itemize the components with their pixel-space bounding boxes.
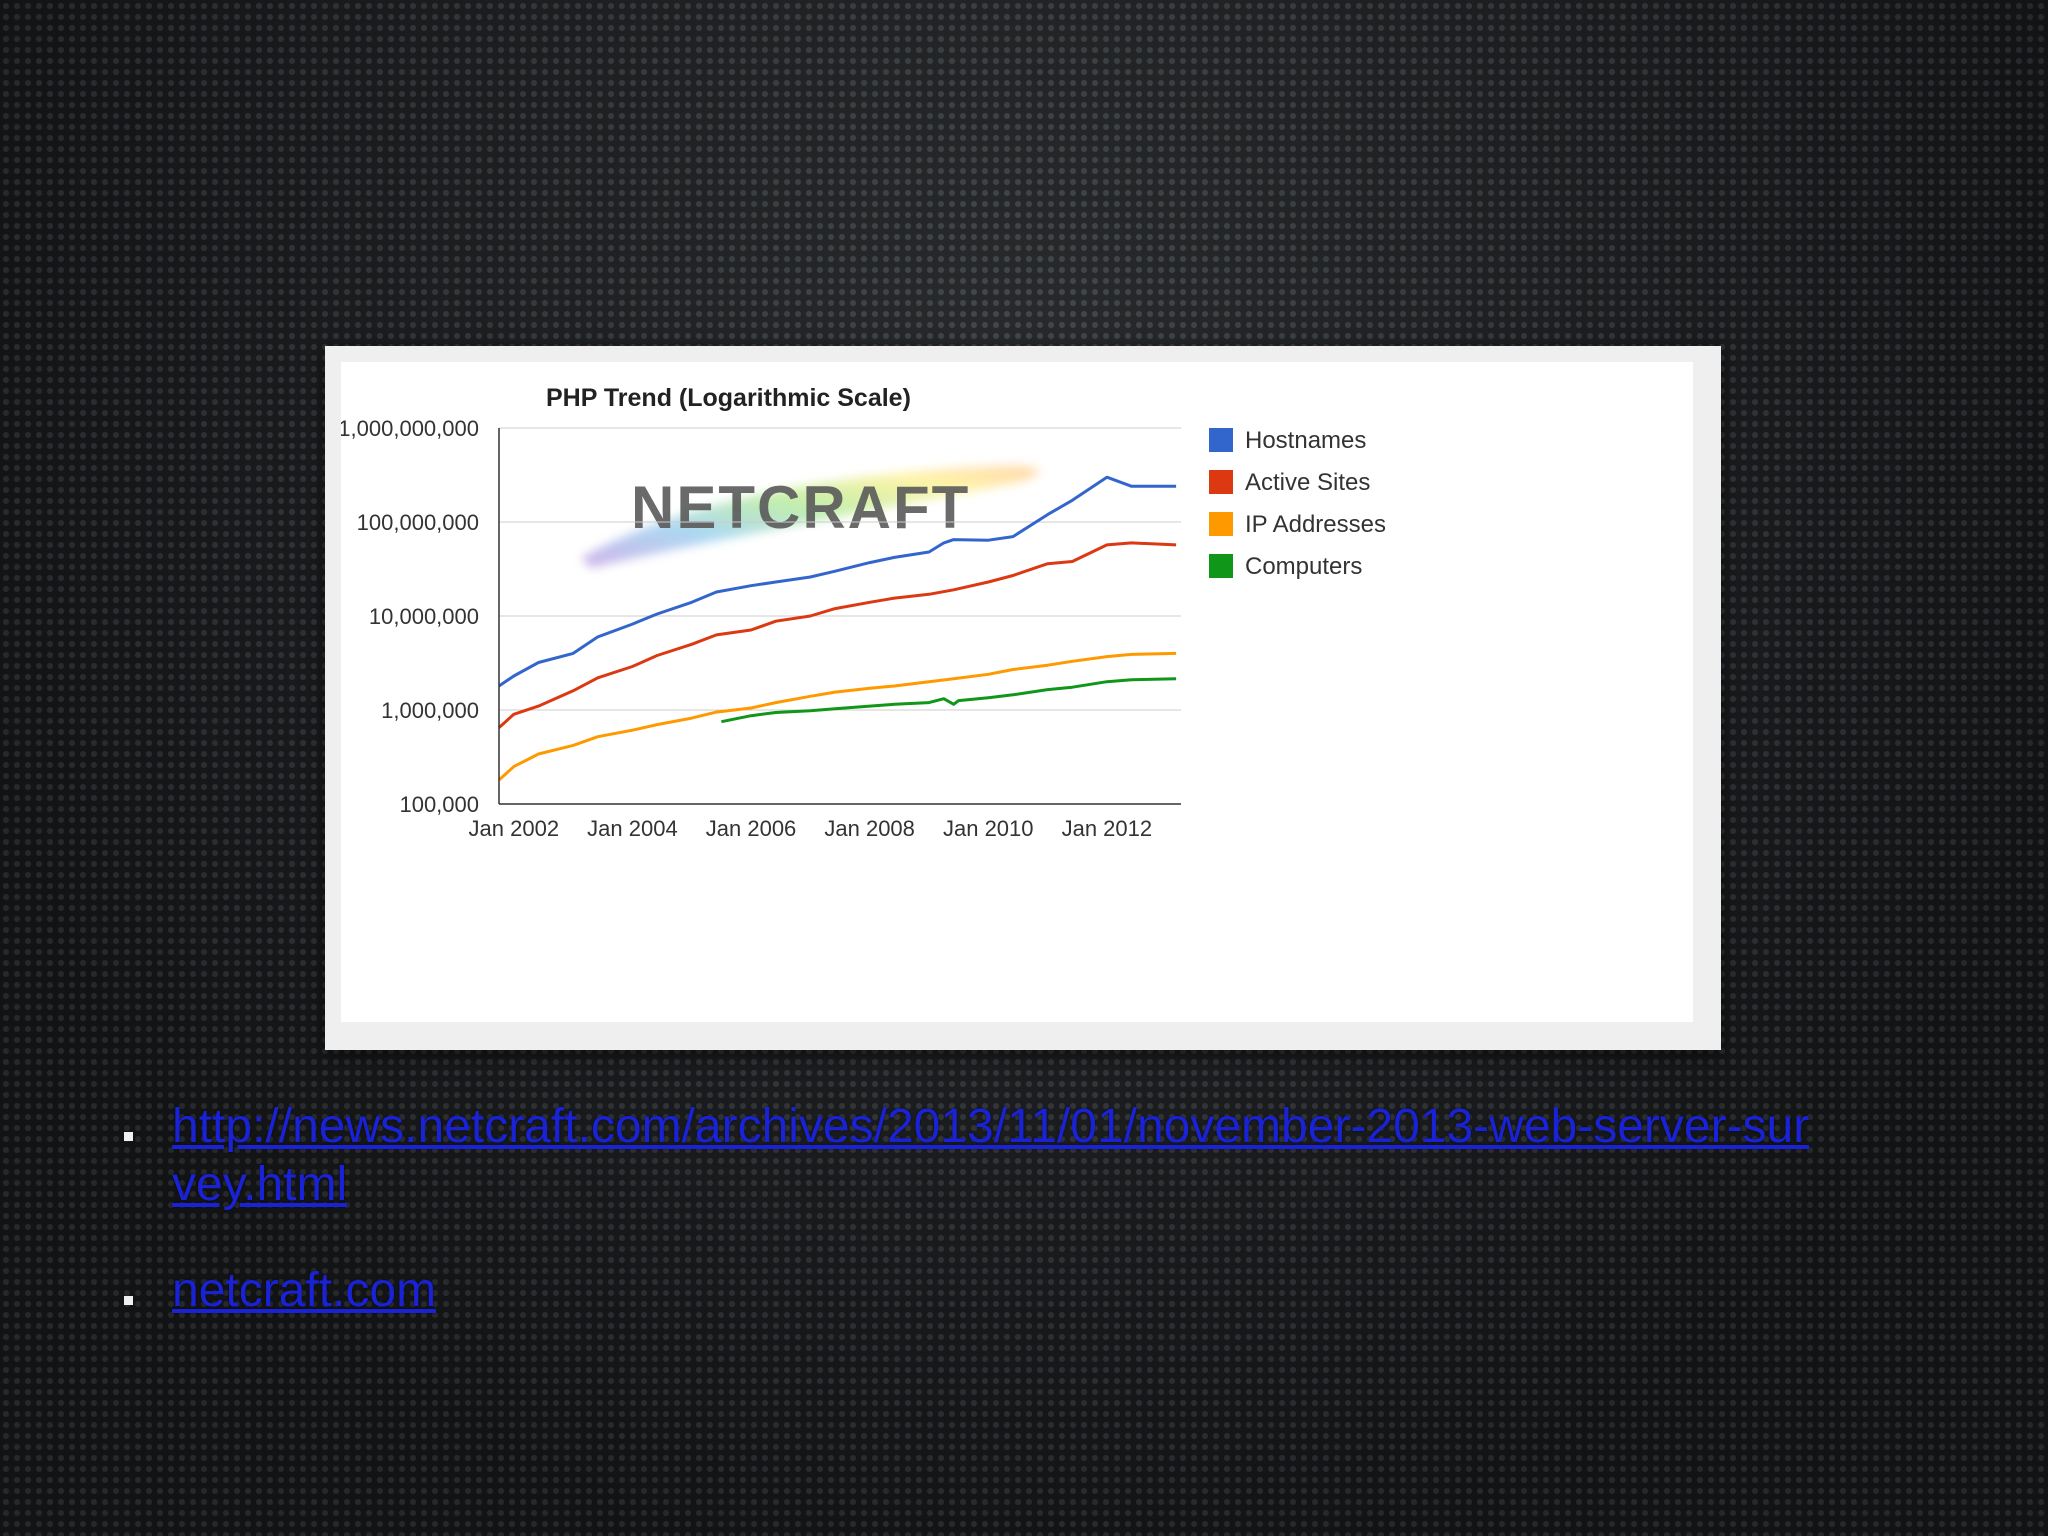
chart-panel: NETCRAFT PHP Trend (Logarithmic Scale) 1… (341, 362, 1693, 1022)
chart-title: PHP Trend (Logarithmic Scale) (546, 384, 911, 412)
x-tick-label: Jan 2004 (587, 816, 678, 841)
bullet-marker (124, 1132, 133, 1141)
legend-swatch (1209, 428, 1233, 452)
legend-label: Computers (1245, 553, 1362, 580)
netcraft-logo: NETCRAFT (581, 465, 1039, 568)
series-line-active-sites (497, 541, 1177, 729)
series-line-hostnames (498, 475, 1177, 688)
netcraft-survey-link[interactable]: http://news.netcraft.com/archives/2013/1… (172, 1100, 1810, 1211)
list-item: netcraft.com (120, 1262, 1820, 1320)
x-tick-label: Jan 2008 (824, 816, 915, 841)
list-item: http://news.netcraft.com/archives/2013/1… (120, 1098, 1820, 1214)
legend-swatch (1209, 470, 1233, 494)
chart-frame: NETCRAFT PHP Trend (Logarithmic Scale) 1… (325, 346, 1721, 1050)
php-trend-chart: NETCRAFT PHP Trend (Logarithmic Scale) 1… (341, 384, 1386, 841)
x-tick-label: Jan 2006 (706, 816, 797, 841)
legend-swatch (1209, 512, 1233, 536)
legend-label: Active Sites (1245, 469, 1370, 496)
x-tick-label: Jan 2010 (943, 816, 1034, 841)
legend-swatch (1209, 554, 1233, 578)
legend-label: Hostnames (1245, 427, 1366, 454)
x-tick-label: Jan 2012 (1062, 816, 1153, 841)
bullet-marker (124, 1296, 133, 1305)
netcraft-home-link[interactable]: netcraft.com (172, 1264, 437, 1317)
series-line-computers (721, 677, 1177, 724)
series-line-ip-addresses (497, 651, 1177, 782)
y-tick-label: 100,000,000 (357, 510, 479, 535)
netcraft-logo-text: NETCRAFT (631, 474, 970, 541)
link-list: http://news.netcraft.com/archives/2013/1… (120, 1098, 1820, 1368)
x-tick-label: Jan 2002 (469, 816, 560, 841)
y-tick-label: 1,000,000 (381, 698, 479, 723)
y-tick-label: 10,000,000 (369, 604, 479, 629)
y-tick-label: 100,000 (399, 792, 479, 817)
legend-label: IP Addresses (1245, 511, 1386, 538)
y-tick-label: 1,000,000,000 (341, 416, 479, 441)
